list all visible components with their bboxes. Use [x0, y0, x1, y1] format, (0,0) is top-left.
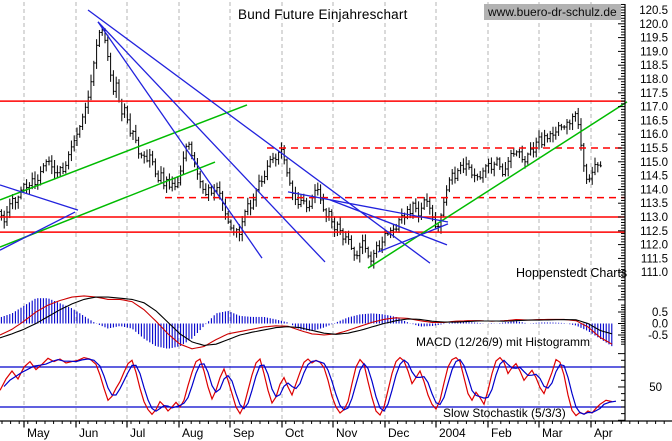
svg-text:Dec: Dec — [388, 426, 409, 440]
trend-lines — [0, 9, 628, 269]
svg-text:50: 50 — [649, 382, 662, 394]
svg-text:116.5: 116.5 — [640, 115, 668, 127]
price-bars — [0, 25, 602, 269]
svg-text:111.0: 111.0 — [641, 267, 668, 279]
svg-text:Nov: Nov — [336, 426, 357, 440]
svg-text:Jun: Jun — [79, 426, 98, 440]
svg-text:120.5: 120.5 — [639, 5, 668, 17]
svg-text:112.5: 112.5 — [640, 226, 668, 238]
svg-text:Feb: Feb — [491, 426, 512, 440]
svg-text:-0.5: -0.5 — [648, 330, 668, 342]
macd-indicator-label: MACD (12/26/9) mit Histogramm — [416, 335, 591, 349]
svg-text:120.0: 120.0 — [639, 19, 668, 31]
branding-label: Hoppenstedt Charts — [516, 266, 628, 280]
chart-title: Bund Future Einjahreschart — [238, 7, 408, 22]
svg-text:113.5: 113.5 — [640, 198, 668, 210]
svg-text:114.0: 114.0 — [640, 184, 668, 196]
svg-text:Aug: Aug — [182, 426, 203, 440]
svg-text:117.5: 117.5 — [640, 88, 668, 100]
svg-text:Apr: Apr — [594, 426, 613, 440]
svg-text:112.0: 112.0 — [640, 240, 668, 252]
svg-text:117.0: 117.0 — [640, 102, 668, 114]
svg-text:Sep: Sep — [233, 426, 255, 440]
svg-text:116.0: 116.0 — [640, 129, 668, 141]
svg-text:Oct: Oct — [285, 426, 304, 440]
svg-text:0.5: 0.5 — [652, 307, 668, 319]
svg-text:118.5: 118.5 — [640, 60, 668, 72]
stochastic-indicator-label: Slow Stochastik (5/3/3) — [443, 406, 566, 420]
axes — [0, 3, 672, 428]
support-resistance-lines — [0, 100, 625, 233]
svg-text:119.0: 119.0 — [640, 46, 668, 58]
svg-text:2004: 2004 — [439, 426, 466, 440]
svg-text:Mar: Mar — [542, 426, 563, 440]
svg-text:115.0: 115.0 — [640, 157, 668, 169]
svg-text:0.0: 0.0 — [652, 319, 668, 331]
macd-panel — [0, 295, 613, 350]
svg-text:114.5: 114.5 — [640, 171, 668, 183]
svg-text:113.0: 113.0 — [640, 212, 668, 224]
svg-text:115.5: 115.5 — [640, 143, 668, 155]
svg-text:119.5: 119.5 — [640, 33, 668, 45]
svg-text:May: May — [27, 426, 50, 440]
month-gridlines — [23, 2, 592, 420]
svg-text:111.5: 111.5 — [641, 253, 668, 265]
svg-text:Jul: Jul — [130, 426, 145, 440]
svg-text:118.0: 118.0 — [640, 74, 668, 86]
stochastic-panel — [0, 356, 625, 417]
watermark-url: www.buero-dr-schulz.de — [484, 4, 621, 20]
